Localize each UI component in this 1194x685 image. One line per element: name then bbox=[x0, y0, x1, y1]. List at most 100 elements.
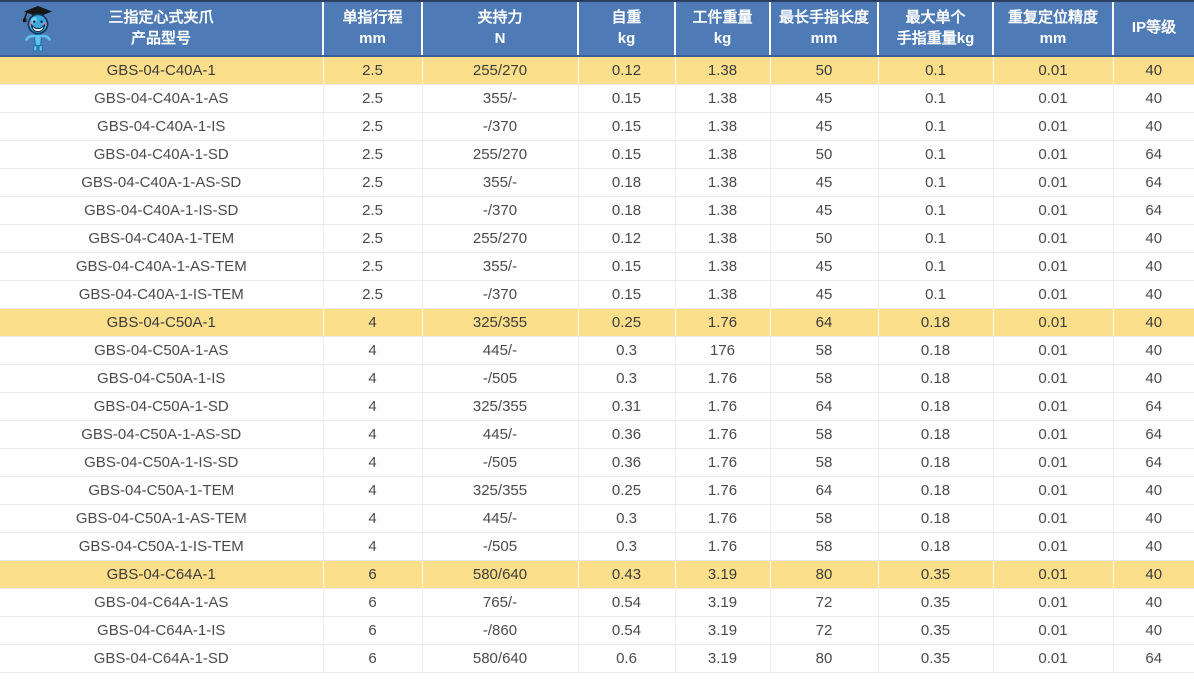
value-cell: 176 bbox=[674, 336, 770, 365]
value-cell: 1.76 bbox=[674, 308, 770, 337]
value-cell: 255/270 bbox=[421, 224, 578, 253]
table-row[interactable]: GBS-04-C64A-1-SD 6 580/640 0.6 3.19 80 0.35 0.0… bbox=[0, 644, 1194, 673]
table-row[interactable]: GBS-04-C50A-1-IS-SD 4 -/505 0.36 1.76 58 0.18 0… bbox=[0, 448, 1194, 477]
value-cell: 0.01 bbox=[992, 448, 1113, 477]
value-cell: 580/640 bbox=[421, 644, 578, 673]
value-cell: 40 bbox=[1112, 308, 1194, 337]
value-cell: 0.18 bbox=[877, 532, 993, 561]
value-cell: 6 bbox=[322, 588, 422, 617]
value-cell: 0.3 bbox=[577, 336, 675, 365]
value-cell: 0.35 bbox=[877, 560, 993, 589]
value-cell: 0.01 bbox=[992, 476, 1113, 505]
value-cell: 40 bbox=[1112, 588, 1194, 617]
value-cell: 40 bbox=[1112, 56, 1194, 85]
value-cell: 40 bbox=[1112, 560, 1194, 589]
value-cell: 0.01 bbox=[992, 280, 1113, 309]
value-cell: 3.19 bbox=[674, 588, 770, 617]
value-cell: 80 bbox=[769, 644, 878, 673]
header-max-finger-weight: 最大单个 手指重量kg bbox=[877, 0, 993, 57]
value-cell: 0.12 bbox=[577, 56, 675, 85]
header-grip-force: 夹持力 N bbox=[421, 0, 578, 57]
table-row[interactable]: GBS-04-C40A-1-AS 2.5 355/- 0.15 1.38 45 0.1 0.0… bbox=[0, 84, 1194, 113]
value-cell: 355/- bbox=[421, 252, 578, 281]
value-cell: 4 bbox=[322, 504, 422, 533]
header-product-model: 三指定心式夹爪 产品型号 bbox=[0, 0, 323, 57]
model-cell: GBS-04-C64A-1-SD bbox=[0, 644, 323, 673]
value-cell: 0.15 bbox=[577, 252, 675, 281]
value-cell: 0.01 bbox=[992, 616, 1113, 645]
value-cell: 0.01 bbox=[992, 420, 1113, 449]
value-cell: 0.01 bbox=[992, 168, 1113, 197]
value-cell: 580/640 bbox=[421, 560, 578, 589]
table-row[interactable]: GBS-04-C64A-1-AS 6 765/- 0.54 3.19 72 0.35 0.01… bbox=[0, 588, 1194, 617]
model-cell: GBS-04-C40A-1-IS-TEM bbox=[0, 280, 323, 309]
value-cell: 58 bbox=[769, 420, 878, 449]
value-cell: 0.3 bbox=[577, 532, 675, 561]
table-row[interactable]: GBS-04-C40A-1-AS-SD 2.5 355/- 0.18 1.38 45 0.1… bbox=[0, 168, 1194, 197]
value-cell: 2.5 bbox=[322, 224, 422, 253]
value-cell: 0.1 bbox=[877, 168, 993, 197]
value-cell: 0.15 bbox=[577, 140, 675, 169]
value-cell: 3.19 bbox=[674, 616, 770, 645]
table-row[interactable]: GBS-04-C64A-1-IS 6 -/860 0.54 3.19 72 0.35 0.01… bbox=[0, 616, 1194, 645]
value-cell: 64 bbox=[769, 308, 878, 337]
value-cell: 0.3 bbox=[577, 504, 675, 533]
table-row[interactable]: GBS-04-C50A-1-AS 4 445/- 0.3 176 58 0.18 0.01 40 bbox=[0, 336, 1194, 365]
value-cell: 355/- bbox=[421, 168, 578, 197]
header-repeat-accuracy: 重复定位精度 mm bbox=[992, 0, 1113, 57]
value-cell: 445/- bbox=[421, 504, 578, 533]
value-cell: 0.6 bbox=[577, 644, 675, 673]
value-cell: 1.38 bbox=[674, 140, 770, 169]
value-cell: 0.01 bbox=[992, 532, 1113, 561]
value-cell: 0.01 bbox=[992, 588, 1113, 617]
model-cell: GBS-04-C50A-1-IS bbox=[0, 364, 323, 393]
value-cell: 0.01 bbox=[992, 644, 1113, 673]
value-cell: 2.5 bbox=[322, 168, 422, 197]
value-cell: 1.76 bbox=[674, 392, 770, 421]
value-cell: 50 bbox=[769, 140, 878, 169]
table-row[interactable]: GBS-04-C64A-1 6 580/640 0.43 3.19 80 0.35 0.01 4… bbox=[0, 560, 1194, 589]
value-cell: 64 bbox=[1112, 448, 1194, 477]
table-row[interactable]: GBS-04-C40A-1-IS-SD 2.5 -/370 0.18 1.38 45 0.1… bbox=[0, 196, 1194, 225]
header-self-weight: 自重 kg bbox=[577, 0, 675, 57]
table-row[interactable]: GBS-04-C40A-1-SD 2.5 255/270 0.15 1.38 50 0.1 0… bbox=[0, 140, 1194, 169]
value-cell: 4 bbox=[322, 336, 422, 365]
table-row[interactable]: GBS-04-C40A-1-IS 2.5 -/370 0.15 1.38 45 0.1 0.0… bbox=[0, 112, 1194, 141]
value-cell: 1.38 bbox=[674, 112, 770, 141]
model-cell: GBS-04-C64A-1-IS bbox=[0, 616, 323, 645]
table-row[interactable]: GBS-04-C40A-1 2.5 255/270 0.12 1.38 50 0.1 0.01… bbox=[0, 56, 1194, 85]
table-row[interactable]: GBS-04-C50A-1 4 325/355 0.25 1.76 64 0.18 0.01 4… bbox=[0, 308, 1194, 337]
model-cell: GBS-04-C50A-1-AS-SD bbox=[0, 420, 323, 449]
table-row[interactable]: GBS-04-C50A-1-IS-TEM 4 -/505 0.3 1.76 58 0.18 0… bbox=[0, 532, 1194, 561]
value-cell: 2.5 bbox=[322, 140, 422, 169]
value-cell: 58 bbox=[769, 532, 878, 561]
table-row[interactable]: GBS-04-C50A-1-IS 4 -/505 0.3 1.76 58 0.18 0.01 4… bbox=[0, 364, 1194, 393]
table-row[interactable]: GBS-04-C40A-1-TEM 2.5 255/270 0.12 1.38 50 0.1… bbox=[0, 224, 1194, 253]
value-cell: 0.36 bbox=[577, 448, 675, 477]
value-cell: 80 bbox=[769, 560, 878, 589]
table-row[interactable]: GBS-04-C50A-1-TEM 4 325/355 0.25 1.76 64 0.18 0… bbox=[0, 476, 1194, 505]
value-cell: 765/- bbox=[421, 588, 578, 617]
value-cell: 3.19 bbox=[674, 644, 770, 673]
table-row[interactable]: GBS-04-C50A-1-SD 4 325/355 0.31 1.76 64 0.18 0.… bbox=[0, 392, 1194, 421]
value-cell: 0.18 bbox=[877, 392, 993, 421]
value-cell: 72 bbox=[769, 616, 878, 645]
value-cell: 40 bbox=[1112, 616, 1194, 645]
value-cell: 0.1 bbox=[877, 140, 993, 169]
value-cell: 0.25 bbox=[577, 308, 675, 337]
value-cell: -/370 bbox=[421, 196, 578, 225]
value-cell: 0.18 bbox=[877, 308, 993, 337]
value-cell: 72 bbox=[769, 588, 878, 617]
table-row[interactable]: GBS-04-C50A-1-AS-TEM 4 445/- 0.3 1.76 58 0.18 0… bbox=[0, 504, 1194, 533]
table-row[interactable]: GBS-04-C40A-1-AS-TEM 2.5 355/- 0.15 1.38 45 0.… bbox=[0, 252, 1194, 281]
value-cell: 2.5 bbox=[322, 56, 422, 85]
value-cell: 0.3 bbox=[577, 364, 675, 393]
table-row[interactable]: GBS-04-C40A-1-IS-TEM 2.5 -/370 0.15 1.38 45 0.… bbox=[0, 280, 1194, 309]
value-cell: 40 bbox=[1112, 280, 1194, 309]
value-cell: 45 bbox=[769, 280, 878, 309]
value-cell: 1.76 bbox=[674, 504, 770, 533]
value-cell: -/370 bbox=[421, 280, 578, 309]
table-row[interactable]: GBS-04-C50A-1-AS-SD 4 445/- 0.36 1.76 58 0.18 0… bbox=[0, 420, 1194, 449]
value-cell: 40 bbox=[1112, 224, 1194, 253]
